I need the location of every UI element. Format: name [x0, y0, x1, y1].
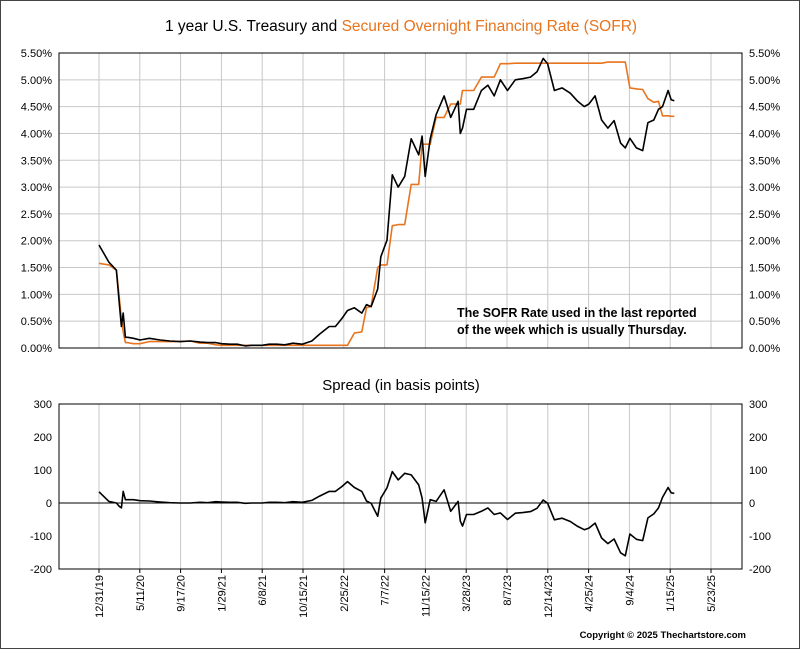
x-tick-label: 4/25/24	[584, 575, 596, 612]
top-y-tick-label-right: 1.50%	[749, 263, 780, 275]
x-tick-label: 9/4/24	[624, 575, 636, 606]
bottom-y-axis-right: -200 -100 0 100 200 300	[749, 399, 771, 576]
x-tick-label: 8/7/23	[502, 575, 514, 606]
top-y-tick-label-right: 0.50%	[749, 316, 780, 328]
copyright: Copyright © 2025 Thechartstore.com	[580, 630, 746, 641]
top-plot-area	[58, 52, 743, 349]
top-y-tick-label-left: 4.50%	[21, 102, 52, 114]
note-line-2: of the week which is usually Thursday.	[457, 323, 687, 337]
bottom-y-tick-label-right: -200	[749, 564, 771, 576]
top-y-tick-label-right: 4.00%	[749, 128, 780, 140]
x-tick-label: 11/15/22	[420, 575, 432, 617]
series-line-treasury	[98, 61, 675, 347]
top-y-tick-label-right: 5.00%	[749, 75, 780, 87]
bottom-y-tick-label-right: 0	[749, 498, 755, 510]
x-tick-label: 9/17/20	[176, 575, 188, 612]
top-y-tick-label-right: 2.50%	[749, 209, 780, 221]
x-tick-label: 5/23/25	[706, 575, 718, 612]
bottom-y-tick-label-left: 300	[34, 399, 52, 411]
x-axis: 12/31/19 5/11/20 9/17/20 1/29/21 6/8/21 10/15…	[94, 569, 718, 618]
top-y-tick-label-left: 2.00%	[21, 236, 52, 248]
bottom-y-axis-left: -200 -100 0 100 200 300	[30, 399, 52, 576]
chart-title-sofr: Secured Overnight Financing Rate (SOFR)	[342, 18, 637, 35]
series-line-sofr	[98, 57, 675, 347]
series-line-spread	[98, 470, 675, 557]
bottom-y-tick-label-left: -100	[30, 531, 52, 543]
top-y-tick-label-right: 4.50%	[749, 102, 780, 114]
bottom-series-group	[98, 470, 675, 557]
x-tick-label: 5/11/20	[135, 575, 147, 611]
top-y-axis-right: 0.00% 0.50% 1.00% 1.50% 2.00% 2.50% 3.00% 3.50%…	[749, 48, 780, 355]
bottom-y-tick-label-left: 200	[34, 432, 52, 444]
top-y-tick-label-right: 3.00%	[749, 182, 780, 194]
top-y-tick-label-left: 3.50%	[21, 155, 52, 167]
bottom-y-tick-label-left: 0	[46, 498, 52, 510]
top-y-tick-label-left: 4.00%	[21, 128, 52, 140]
top-y-tick-label-left: 2.50%	[21, 209, 52, 221]
top-y-axis-left: 0.00% 0.50% 1.00% 1.50% 2.00% 2.50% 3.00% 3.50%…	[21, 48, 52, 355]
top-y-tick-label-right: 1.00%	[749, 289, 780, 301]
note-line-1: The SOFR Rate used in the last reported	[457, 306, 697, 320]
x-tick-label: 6/8/21	[257, 575, 269, 606]
top-gridlines	[59, 52, 742, 349]
x-tick-label: 1/29/21	[216, 575, 228, 612]
top-y-tick-label-right: 2.00%	[749, 236, 780, 248]
top-y-tick-label-left: 5.50%	[21, 48, 52, 60]
chart-title: 1 year U.S. Treasury and Secured Overnig…	[165, 18, 637, 35]
bottom-y-tick-label-right: 200	[749, 432, 767, 444]
top-y-tick-label-right: 5.50%	[749, 48, 780, 60]
bottom-plot-area	[58, 403, 743, 570]
x-tick-label: 3/28/23	[461, 575, 473, 612]
x-tick-label: 12/14/23	[543, 575, 555, 618]
bottom-y-tick-label-right: 300	[749, 399, 767, 411]
x-tick-label: 7/7/22	[380, 575, 392, 606]
bottom-y-tick-label-right: 100	[749, 465, 767, 477]
x-tick-label: 1/15/25	[665, 575, 677, 612]
top-y-tick-label-left: 1.50%	[21, 263, 52, 275]
x-tick-label: 10/15/21	[298, 575, 310, 618]
top-y-tick-label-left: 1.00%	[21, 289, 52, 301]
top-series-group	[98, 57, 675, 347]
bottom-gridlines	[98, 404, 712, 569]
top-y-tick-label-left: 5.00%	[21, 75, 52, 87]
x-tick-label: 12/31/19	[94, 575, 106, 618]
top-y-tick-label-left: 0.00%	[21, 343, 52, 355]
x-tick-label: 2/25/22	[339, 575, 351, 612]
top-y-tick-label-right: 3.50%	[749, 155, 780, 167]
bottom-y-tick-label-right: -100	[749, 531, 771, 543]
top-y-tick-label-left: 3.00%	[21, 182, 52, 194]
top-y-tick-label-left: 0.50%	[21, 316, 52, 328]
chart-title-treasury: 1 year U.S. Treasury and	[165, 18, 342, 35]
spread-title: Spread (in basis points)	[322, 377, 480, 394]
top-y-tick-label-right: 0.00%	[749, 343, 780, 355]
bottom-y-tick-label-left: 100	[34, 465, 52, 477]
bottom-y-tick-label-left: -200	[30, 564, 52, 576]
